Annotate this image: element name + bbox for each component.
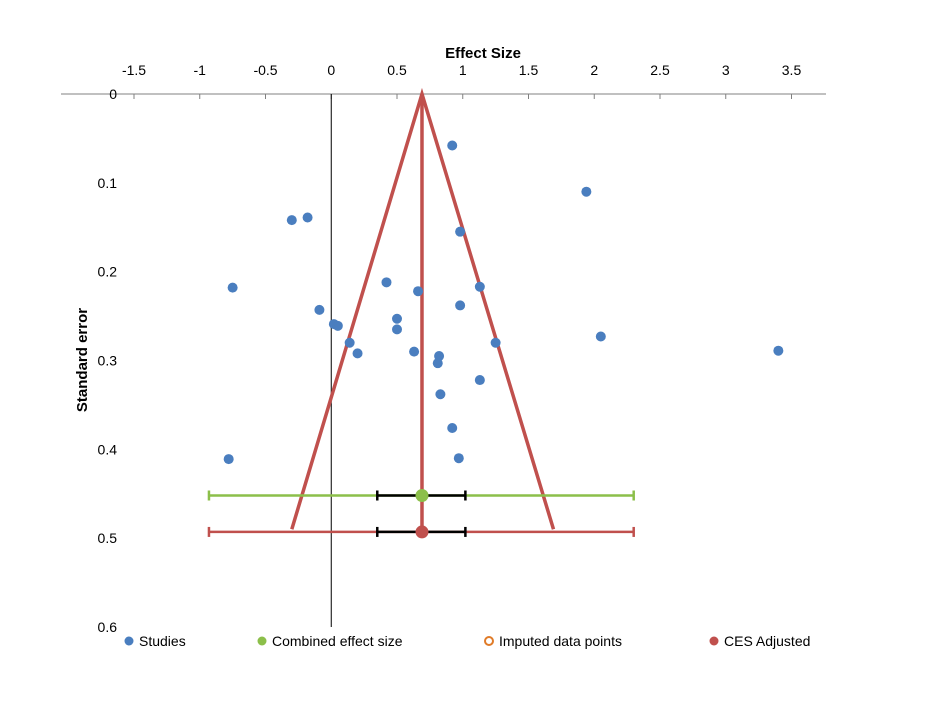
legend-marker	[484, 636, 494, 646]
x-tick-label: -1.5	[122, 62, 146, 78]
study-point	[773, 345, 784, 356]
study-point	[447, 140, 458, 151]
x-tick-label: 2	[590, 62, 598, 78]
y-tick-label: 0.1	[98, 175, 118, 191]
study-point	[453, 453, 464, 464]
study-point	[392, 324, 402, 335]
study-point	[435, 389, 446, 400]
x-tick-label: -0.5	[253, 62, 277, 78]
legend-label: Imputed data points	[499, 633, 622, 649]
legend-label: Combined effect size	[272, 633, 403, 649]
legend-marker	[709, 636, 719, 646]
x-tick-label: 3	[722, 62, 730, 78]
study-point	[432, 358, 443, 369]
y-tick-label: 0.2	[98, 264, 118, 280]
y-tick-label: 0.6	[98, 619, 118, 635]
ces-adjusted-point	[415, 525, 429, 539]
x-axis-title: Effect Size	[445, 45, 521, 62]
study-point	[302, 212, 313, 223]
study-point	[490, 337, 501, 348]
y-tick-label: 0	[109, 86, 117, 102]
study-point	[227, 282, 238, 293]
x-tick-label: 2.5	[650, 62, 670, 78]
study-point	[474, 281, 485, 292]
y-tick-label: 0.5	[98, 530, 118, 546]
study-point	[381, 277, 392, 288]
study-point	[314, 304, 325, 315]
x-tick-label: 0.5	[387, 62, 407, 78]
study-point	[352, 348, 363, 359]
study-point	[455, 226, 466, 237]
x-tick-label: 0	[327, 62, 335, 78]
study-point	[223, 454, 234, 465]
x-tick-label: -1	[194, 62, 207, 78]
study-point	[392, 313, 402, 324]
legend-marker	[257, 636, 267, 646]
y-tick-label: 0.3	[98, 352, 118, 368]
legend-marker	[124, 636, 134, 646]
x-tick-label: 1	[459, 62, 467, 78]
y-axis-title: Standard error	[74, 308, 91, 412]
y-tick-label: 0.4	[98, 441, 118, 457]
x-tick-label: 1.5	[519, 62, 539, 78]
x-tick-label: 3.5	[782, 62, 802, 78]
study-point	[286, 215, 297, 226]
legend-label: CES Adjusted	[724, 633, 810, 649]
study-point	[474, 375, 485, 386]
legend-label: Studies	[139, 633, 186, 649]
study-point	[581, 186, 592, 197]
study-point	[413, 286, 424, 297]
study-point	[409, 346, 420, 357]
study-point	[595, 331, 606, 342]
study-point	[344, 337, 355, 348]
study-point	[332, 320, 343, 331]
study-point	[455, 300, 466, 311]
combined-effect-size-point	[415, 489, 429, 503]
study-point	[447, 423, 458, 434]
